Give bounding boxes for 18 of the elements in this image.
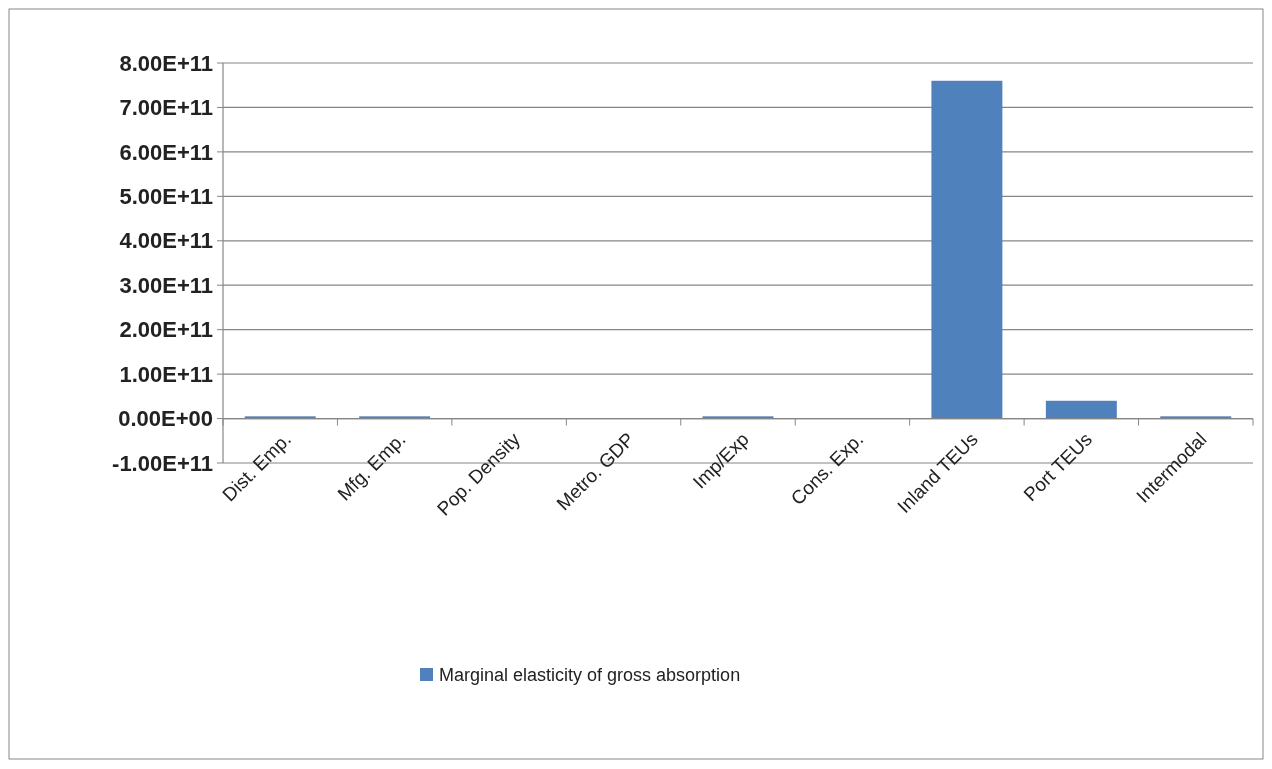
y-tick-label: 4.00E+11 xyxy=(119,228,213,254)
legend-label: Marginal elasticity of gross absorption xyxy=(439,665,741,686)
y-tick-label: 8.00E+11 xyxy=(119,50,213,76)
bar xyxy=(1160,416,1232,419)
bar xyxy=(359,416,431,419)
y-tick-label: 2.00E+11 xyxy=(119,317,213,343)
bar xyxy=(1045,400,1117,419)
x-tick-label: Mfg. Emp. xyxy=(333,428,410,505)
y-tick-label: -1.00E+11 xyxy=(112,450,213,476)
y-tick-label: 7.00E+11 xyxy=(119,95,213,121)
bar xyxy=(931,80,1003,419)
y-tick-label: 6.00E+11 xyxy=(119,139,213,165)
y-tick-label: 3.00E+11 xyxy=(119,272,213,298)
y-tick-label: 5.00E+11 xyxy=(119,184,213,210)
x-tick-label: Dist. Emp. xyxy=(218,428,296,506)
y-tick-label: 0.00E+00 xyxy=(118,406,213,432)
bar xyxy=(244,416,316,419)
y-tick-label: 1.00E+11 xyxy=(119,361,213,387)
